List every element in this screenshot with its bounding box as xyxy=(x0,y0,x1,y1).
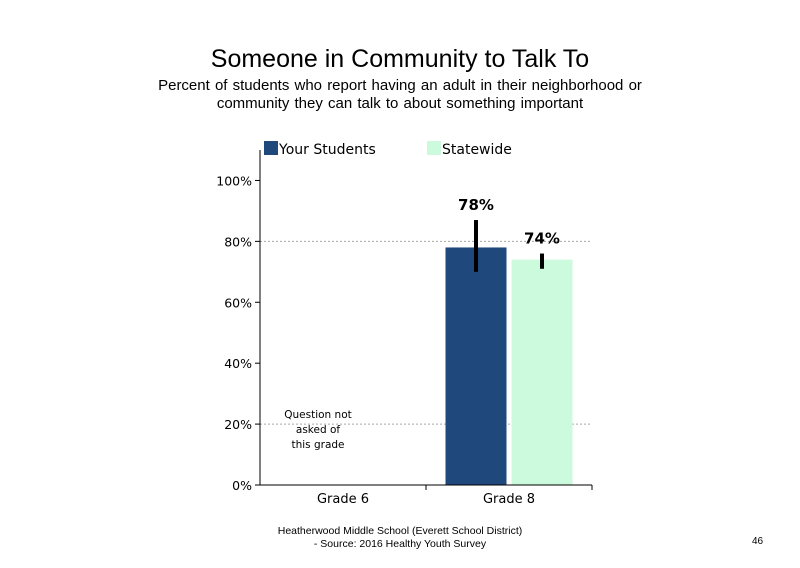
data-label: 74% xyxy=(524,230,560,248)
bars xyxy=(445,247,573,485)
legend-swatch xyxy=(264,141,278,155)
legend-label: Statewide xyxy=(442,142,512,158)
legend-label: Your Students xyxy=(278,142,376,158)
page-number: 46 xyxy=(752,536,764,547)
x-tick-label: Grade 6 xyxy=(317,492,369,507)
annotation-text: this grade xyxy=(291,439,344,451)
source-footer: Heatherwood Middle School (Everett Schoo… xyxy=(200,525,600,551)
bar-your-students xyxy=(445,247,507,485)
bar-statewide xyxy=(511,259,573,485)
y-tick-label: 0% xyxy=(232,478,252,493)
footer-school: Heatherwood Middle School (Everett Schoo… xyxy=(277,525,523,537)
y-tick-label: 80% xyxy=(224,234,252,249)
legend: Your Students Statewide xyxy=(264,141,512,158)
footer-source: - Source: 2016 Healthy Youth Survey xyxy=(313,538,487,550)
annotation-text: Question not xyxy=(284,409,352,421)
y-tick-label: 60% xyxy=(224,295,252,310)
y-tick-label: 40% xyxy=(224,356,252,371)
data-label: 78% xyxy=(458,196,494,214)
legend-swatch xyxy=(427,141,441,155)
x-tick-label: Grade 8 xyxy=(483,492,535,507)
y-tick-label: 100% xyxy=(216,173,252,188)
y-tick-label: 20% xyxy=(224,417,252,432)
axes: 0% 20% 40% 60% 80% 100% Grade 6 Grade 8 xyxy=(216,150,593,507)
chart-subtitle: Percent of students who report having an… xyxy=(158,77,642,112)
labels: Question not asked of this grade 78% 74% xyxy=(284,196,560,451)
chart-title: Someone in Community to Talk To xyxy=(210,45,590,73)
annotation-text: asked of xyxy=(296,424,340,436)
